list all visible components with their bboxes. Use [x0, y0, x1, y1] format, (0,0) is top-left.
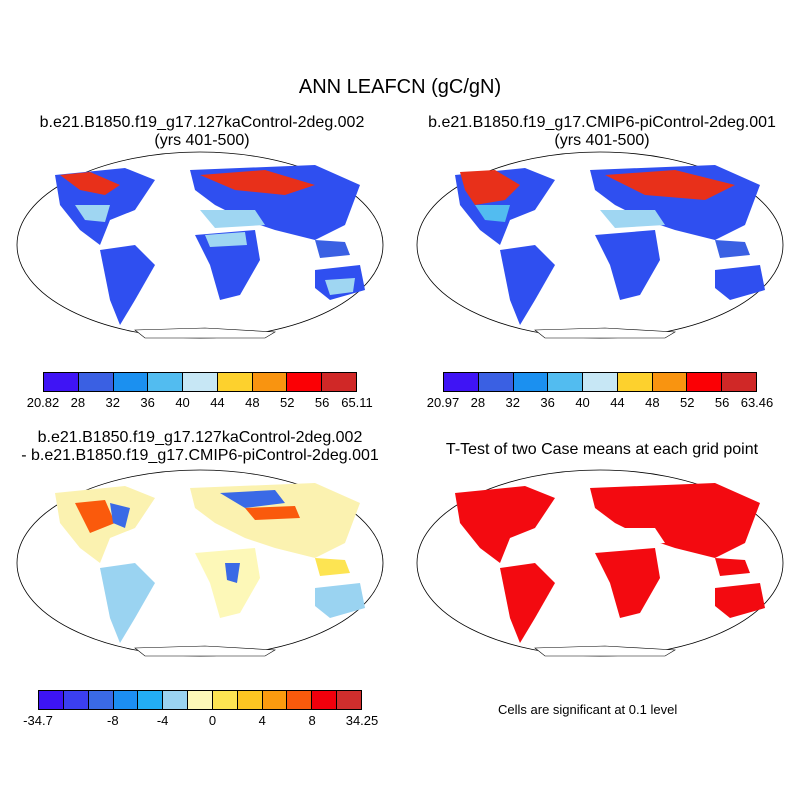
colorbar-tick-label: 32 — [505, 395, 520, 410]
colorbar-swatch — [444, 373, 479, 391]
colorbar-tick-label: 56 — [314, 395, 330, 410]
map-bottom-left — [15, 468, 385, 658]
colorbar-tick-label: 28 — [70, 395, 86, 410]
colorbar-swatch — [183, 373, 218, 391]
colorbar-tick-label: 40 — [575, 395, 590, 410]
colorbar-swatch — [78, 373, 114, 391]
colorbar-tick-label: 65.11 — [341, 395, 373, 410]
colorbar-swatch — [113, 691, 139, 709]
colorbar-swatch — [237, 691, 263, 709]
colorbar-swatch — [88, 691, 114, 709]
colorbar-swatch — [138, 691, 164, 709]
colorbar-swatch — [722, 373, 757, 391]
colorbar-tick-label: 52 — [279, 395, 295, 410]
colorbar-swatch — [39, 691, 64, 709]
colorbar-tick-label: 48 — [245, 395, 260, 410]
colorbar-tick-label: 32 — [105, 395, 120, 410]
colorbar-tick-label: 63.46 — [740, 395, 774, 410]
colorbar-swatch — [583, 373, 618, 391]
colorbar-tick-label: 56 — [714, 395, 730, 410]
colorbar-tick-label: 34.25 — [345, 713, 379, 728]
map-top-left — [15, 150, 385, 340]
panel-subtitle-top-left: (yrs 401-500) — [154, 132, 250, 149]
colorbar-tick-label: -4 — [156, 713, 169, 728]
colorbar-swatch — [617, 373, 653, 391]
colorbar-bottom-left — [38, 690, 362, 710]
colorbar-swatch — [287, 373, 323, 391]
panel-subtitle-bottom-left: - b.e21.B1850.f19_g17.CMIP6-piControl-2d… — [21, 447, 379, 464]
significance-note: Cells are significant at 0.1 level — [498, 702, 678, 717]
map-top-right — [415, 150, 785, 340]
colorbar-tick-label: 36 — [140, 395, 155, 410]
colorbar-swatch — [217, 373, 253, 391]
colorbar-swatch — [148, 373, 184, 391]
panel-title-top-left: b.e21.B1850.f19_g17.127kaControl-2deg.00… — [39, 114, 365, 131]
colorbar-swatch — [322, 373, 357, 391]
colorbar-tick-label: 8 — [308, 713, 316, 728]
colorbar-swatch — [337, 691, 361, 709]
colorbar-swatch — [262, 691, 288, 709]
colorbar-swatch — [548, 373, 584, 391]
colorbar-tick-label: 0 — [208, 713, 217, 728]
colorbar-tick-label: 28 — [470, 395, 486, 410]
colorbar-swatch — [513, 373, 549, 391]
colorbar-tick-label: 36 — [540, 395, 555, 410]
colorbar-tick-label: 4 — [258, 713, 266, 728]
colorbar-tick-label: 40 — [175, 395, 190, 410]
colorbar-top-left — [43, 372, 357, 392]
figure-title: ANN LEAFCN (gC/gN) — [298, 76, 502, 98]
colorbar-tick-label: -34.7 — [23, 713, 53, 728]
colorbar-swatch — [287, 691, 313, 709]
colorbar-swatch — [44, 373, 79, 391]
colorbar-swatch — [63, 691, 89, 709]
colorbar-tick-label: 44 — [610, 395, 625, 410]
colorbar-swatch — [212, 691, 238, 709]
colorbar-swatch — [478, 373, 514, 391]
panel-subtitle-top-right: (yrs 401-500) — [554, 132, 650, 149]
colorbar-tick-label: 52 — [679, 395, 695, 410]
colorbar-tick-label: -8 — [106, 713, 119, 728]
colorbar-swatch — [252, 373, 288, 391]
map-bottom-right — [415, 468, 785, 658]
colorbar-swatch — [687, 373, 723, 391]
panel-title-bottom-left: b.e21.B1850.f19_g17.127kaControl-2deg.00… — [37, 429, 363, 446]
colorbar-swatch — [188, 691, 213, 709]
colorbar-tick-label: 44 — [210, 395, 225, 410]
colorbar-tick-label: 48 — [645, 395, 660, 410]
panel-title-bottom-right: T-Test of two Case means at each grid po… — [445, 441, 759, 458]
panel-title-top-right: b.e21.B1850.f19_g17.CMIP6-piControl-2deg… — [428, 114, 776, 131]
colorbar-swatch — [163, 691, 189, 709]
colorbar-top-right — [443, 372, 757, 392]
colorbar-swatch — [312, 691, 338, 709]
colorbar-swatch — [652, 373, 688, 391]
colorbar-swatch — [113, 373, 149, 391]
colorbar-tick-label: 20.97 — [426, 395, 460, 410]
colorbar-tick-label: 20.82 — [26, 395, 60, 410]
